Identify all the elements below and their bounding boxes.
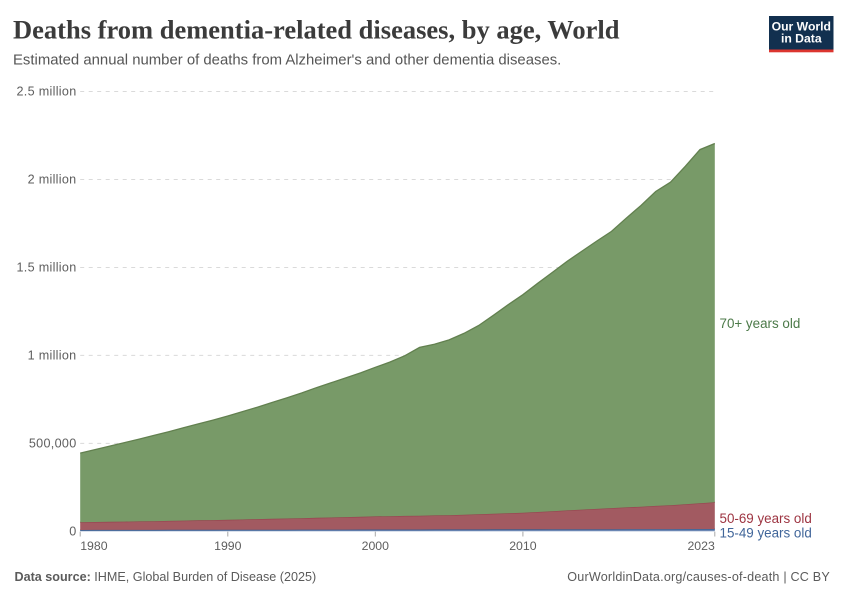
svg-text:2023: 2023 — [687, 539, 715, 553]
svg-text:2.5 million: 2.5 million — [17, 85, 77, 99]
svg-text:in Data: in Data — [781, 32, 822, 46]
svg-text:1 million: 1 million — [28, 349, 77, 363]
svg-text:Deaths from dementia-related d: Deaths from dementia-related diseases, b… — [13, 15, 620, 45]
svg-text:70+ years old: 70+ years old — [720, 316, 801, 331]
svg-text:1990: 1990 — [214, 539, 242, 553]
svg-text:15-49 years old: 15-49 years old — [720, 525, 812, 540]
svg-text:Estimated annual number of dea: Estimated annual number of deaths from A… — [13, 52, 561, 68]
svg-text:1.5 million: 1.5 million — [17, 261, 77, 275]
svg-text:OurWorldinData.org/causes-of-d: OurWorldinData.org/causes-of-death | CC … — [567, 570, 830, 584]
svg-text:2 million: 2 million — [28, 173, 77, 187]
svg-text:Our World: Our World — [772, 20, 831, 34]
svg-text:Data source: IHME, Global Burd: Data source: IHME, Global Burden of Dise… — [15, 570, 317, 584]
svg-text:1980: 1980 — [80, 539, 108, 553]
svg-text:2010: 2010 — [509, 539, 537, 553]
svg-text:2000: 2000 — [362, 539, 390, 553]
svg-text:50-69 years old: 50-69 years old — [720, 511, 812, 526]
svg-text:0: 0 — [69, 524, 76, 538]
svg-text:500,000: 500,000 — [29, 437, 77, 451]
